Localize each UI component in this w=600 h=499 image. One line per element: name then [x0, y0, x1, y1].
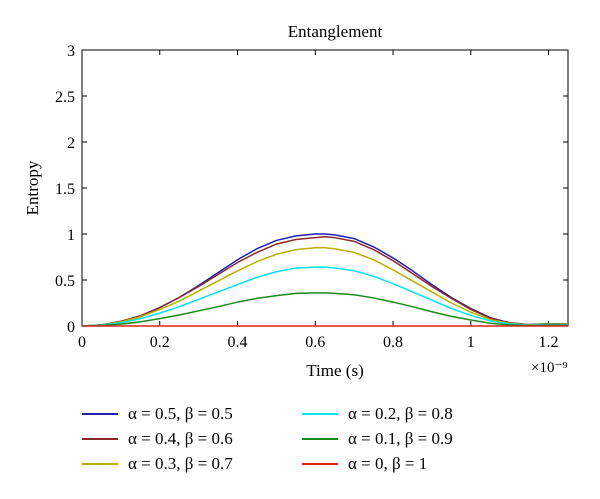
x-axis-label: Time (s): [306, 361, 363, 380]
y-tick-label: 2.5: [55, 89, 75, 106]
series-line: [81, 236, 569, 327]
y-tick-label: 1: [67, 227, 75, 244]
y-tick-label: 3: [67, 43, 75, 60]
y-tick-label: 2: [67, 135, 75, 152]
series-line: [81, 292, 569, 327]
x-axis-ticks: 0 0.2 0.4 0.6 0.8 1 1.2: [78, 50, 559, 351]
y-tick-label: 1.5: [55, 181, 75, 198]
x-tick-label: 0.6: [305, 334, 325, 351]
series-line: [81, 266, 569, 327]
x-tick-label: 0.8: [383, 334, 403, 351]
y-axis-label: Entropy: [23, 160, 42, 215]
x-tick-label: 1: [467, 334, 475, 351]
series-line: [81, 247, 569, 327]
x-tick-label: 0.2: [150, 334, 170, 351]
x-tick-label: 0.4: [228, 334, 248, 351]
x-tick-label: 0: [78, 334, 86, 351]
y-tick-label: 0: [67, 319, 75, 336]
x-axis-exponent: ×10⁻⁹: [531, 360, 568, 376]
chart-title: Entanglement: [288, 22, 383, 41]
series-lines: [81, 233, 569, 327]
y-axis-ticks: 0 0.5 1 1.5 2 2.5 3: [55, 43, 568, 336]
x-tick-label: 1.2: [539, 334, 559, 351]
y-tick-label: 0.5: [55, 273, 75, 290]
plot-area: [81, 49, 569, 327]
